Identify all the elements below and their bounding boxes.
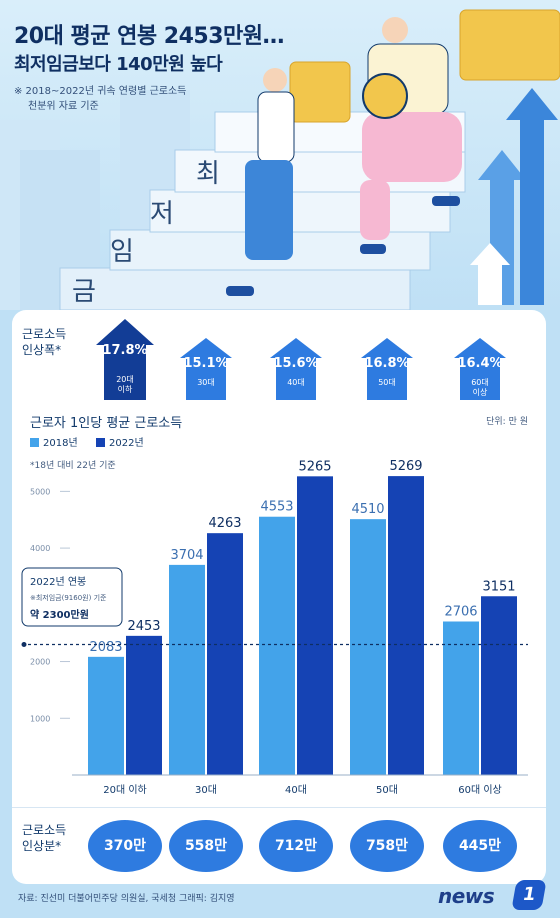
stair-word-1: 최 xyxy=(196,159,220,189)
growth-pct-4: 16.8% xyxy=(364,356,410,371)
growth-row-label-line1: 근로소득 xyxy=(22,327,67,341)
data-note-line1: ※ 2018~2022년 귀속 연령별 근로소득 xyxy=(14,86,187,97)
increase-value-5: 445만 xyxy=(443,820,517,872)
legend-label-2022: 2022년 xyxy=(109,438,144,449)
growth-arrow-3: 15.6% 40대 xyxy=(270,338,322,400)
growth-row-label: 근로소득 인상폭* xyxy=(22,326,66,358)
news1-logo: news 1 xyxy=(438,880,548,910)
increase-value-1: 370만 xyxy=(88,820,162,872)
chart-unit: 단위: 만 원 xyxy=(486,417,528,427)
page-title: 20대 평균 연봉 2453만원… xyxy=(14,24,285,49)
growth-arrow-4: 16.8% 50대 xyxy=(361,338,413,400)
header-illustration: 최 저 임 금 20대 평균 연봉 2453만원… 최저임금보다 140만원 높… xyxy=(0,0,560,310)
growth-group-1: 20대 이하 xyxy=(96,375,154,395)
increase-value-2: 558만 xyxy=(169,820,243,872)
growth-group-line2-5: 이상 xyxy=(472,388,488,397)
increase-row-label-line2: 인상분* xyxy=(22,839,62,853)
logo-text: news xyxy=(438,884,495,908)
growth-group-4: 50대 xyxy=(361,378,413,388)
growth-group-line1-1: 20대 xyxy=(116,375,134,384)
legend-label-2018: 2018년 xyxy=(43,438,78,449)
increase-value-4: 758만 xyxy=(350,820,424,872)
growth-group-line1-4: 50대 xyxy=(378,378,396,387)
growth-pct-3: 15.6% xyxy=(273,356,319,371)
stair-word-4: 금 xyxy=(72,277,96,307)
increase-row-label-line1: 근로소득 xyxy=(22,823,67,837)
growth-row-label-line2: 인상폭* xyxy=(22,343,62,357)
growth-group-2: 30대 xyxy=(180,378,232,388)
legend-swatch-2022 xyxy=(96,438,106,447)
source-credit: 자료: 진선미 더불어민주당 의원실, 국세청 그래픽: 김지영 xyxy=(18,894,235,904)
growth-group-line1-3: 40대 xyxy=(287,378,305,387)
chart-title: 근로자 1인당 평균 근로소득 xyxy=(30,416,183,431)
growth-group-line1-5: 60대 xyxy=(471,378,489,387)
growth-arrow-1: 17.8% 20대 이하 xyxy=(96,319,154,403)
logo-mark: 1 xyxy=(511,880,547,910)
growth-group-5: 60대 이상 xyxy=(454,378,506,398)
stair-word-2: 저 xyxy=(150,199,174,229)
increase-value-3: 712만 xyxy=(259,820,333,872)
legend-swatch-2018 xyxy=(30,438,39,447)
growth-group-3: 40대 xyxy=(270,378,322,388)
growth-pct-1: 17.8% xyxy=(102,343,148,358)
growth-group-line2-1: 이하 xyxy=(117,385,133,394)
increase-row-label: 근로소득 인상분* xyxy=(22,822,66,854)
growth-arrow-2: 15.1% 30대 xyxy=(180,338,232,400)
growth-arrow-5: 16.4% 60대 이상 xyxy=(454,338,506,400)
data-note-line2: 천분위 자료 기준 xyxy=(28,101,99,112)
growth-group-line1-2: 30대 xyxy=(197,378,215,387)
chart-basis-note: *18년 대비 22년 기준 xyxy=(30,461,116,471)
growth-pct-5: 16.4% xyxy=(457,356,503,371)
chart-legend: 2018년 2022년 xyxy=(30,434,144,449)
stairs-illustration: 최 저 임 금 xyxy=(0,9,560,310)
page-subtitle: 최저임금보다 140만원 높다 xyxy=(14,54,223,75)
data-note: ※ 2018~2022년 귀속 연령별 근로소득 천분위 자료 기준 xyxy=(14,84,234,114)
stair-word-3: 임 xyxy=(110,237,134,267)
growth-pct-2: 15.1% xyxy=(183,356,229,371)
